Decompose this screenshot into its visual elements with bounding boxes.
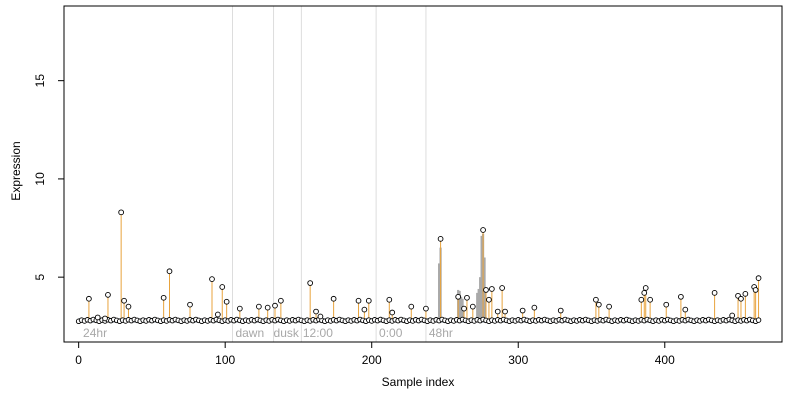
high-point-8 xyxy=(166,268,173,275)
y-axis-title: Expression xyxy=(9,141,23,200)
high-point-59 xyxy=(742,291,749,297)
high-point-12 xyxy=(219,284,226,290)
y-tick-label: 5 xyxy=(33,274,47,281)
high-point-37 xyxy=(486,296,492,303)
high-point-3 xyxy=(105,291,111,298)
baseline-point xyxy=(755,317,762,323)
high-point-54 xyxy=(682,306,689,313)
region-label-dusk: dusk xyxy=(274,326,300,340)
high-point-5 xyxy=(121,297,127,304)
region-separators xyxy=(232,6,427,342)
data-points xyxy=(75,209,762,325)
region-label-1200: 12:00 xyxy=(303,326,333,340)
high-point-13 xyxy=(223,298,230,305)
high-point-18 xyxy=(278,297,284,304)
high-point-9 xyxy=(187,301,193,308)
high-point-56 xyxy=(729,312,736,319)
high-point-33 xyxy=(464,294,470,301)
high-point-30 xyxy=(437,235,444,242)
high-point-38 xyxy=(489,286,495,292)
high-point-25 xyxy=(365,297,372,304)
high-point-1 xyxy=(94,314,101,321)
high-point-19 xyxy=(307,280,314,286)
x-axis-title: Sample index xyxy=(382,375,455,389)
high-point-52 xyxy=(663,301,670,308)
region-labels: 24hr dawn dusk 12:00 0:00 48hr xyxy=(83,326,453,340)
high-point-50 xyxy=(642,285,649,291)
high-point-6 xyxy=(125,303,132,310)
high-point-46 xyxy=(595,301,602,308)
high-point-22 xyxy=(330,295,337,302)
high-point-39 xyxy=(494,308,501,315)
high-point-0 xyxy=(86,295,92,302)
high-point-24 xyxy=(361,306,368,313)
high-point-34 xyxy=(469,303,476,310)
high-point-51 xyxy=(647,296,653,303)
high-point-41 xyxy=(502,308,508,315)
high-point-43 xyxy=(531,304,538,311)
high-point-14 xyxy=(236,305,243,312)
high-point-7 xyxy=(160,294,167,301)
region-label-dawn: dawn xyxy=(235,326,264,340)
high-point-23 xyxy=(355,297,362,304)
high-point-35 xyxy=(480,227,486,233)
y-axis: 5 10 15 xyxy=(33,74,65,281)
high-point-2 xyxy=(102,315,108,322)
high-point-27 xyxy=(389,309,396,316)
high-point-55 xyxy=(711,290,718,296)
high-point-21 xyxy=(317,313,324,320)
high-point-62 xyxy=(755,275,762,281)
high-point-53 xyxy=(678,293,684,300)
y-tick-label: 10 xyxy=(33,172,47,186)
high-point-44 xyxy=(557,307,564,314)
high-point-32 xyxy=(461,305,467,312)
high-point-26 xyxy=(386,296,393,303)
y-tick-label: 15 xyxy=(33,74,47,88)
high-point-58 xyxy=(738,295,744,302)
region-label-48hr: 48hr xyxy=(429,326,453,340)
high-point-15 xyxy=(256,303,262,310)
high-point-42 xyxy=(519,307,526,314)
x-axis: 0 100 200 300 400 xyxy=(75,341,675,367)
high-point-45 xyxy=(593,296,599,303)
region-label-000: 0:00 xyxy=(379,326,403,340)
high-point-17 xyxy=(272,302,278,309)
x-tick-label: 200 xyxy=(362,353,382,367)
high-point-31 xyxy=(455,293,462,300)
x-tick-label: 400 xyxy=(655,353,675,367)
x-tick-label: 300 xyxy=(508,353,528,367)
high-point-28 xyxy=(408,303,415,310)
high-point-10 xyxy=(209,276,215,282)
high-point-29 xyxy=(423,305,429,312)
high-point-61 xyxy=(752,287,759,293)
high-point-48 xyxy=(638,296,645,303)
high-point-16 xyxy=(264,304,271,311)
x-tick-label: 0 xyxy=(75,353,82,367)
high-point-20 xyxy=(313,308,319,315)
high-point-4 xyxy=(118,209,124,216)
x-tick-label: 100 xyxy=(215,353,235,367)
high-point-11 xyxy=(215,311,221,318)
high-point-47 xyxy=(606,303,612,310)
high-point-36 xyxy=(483,287,489,293)
high-point-49 xyxy=(641,290,648,296)
region-label-24hr: 24hr xyxy=(83,326,107,340)
high-point-40 xyxy=(499,285,505,291)
